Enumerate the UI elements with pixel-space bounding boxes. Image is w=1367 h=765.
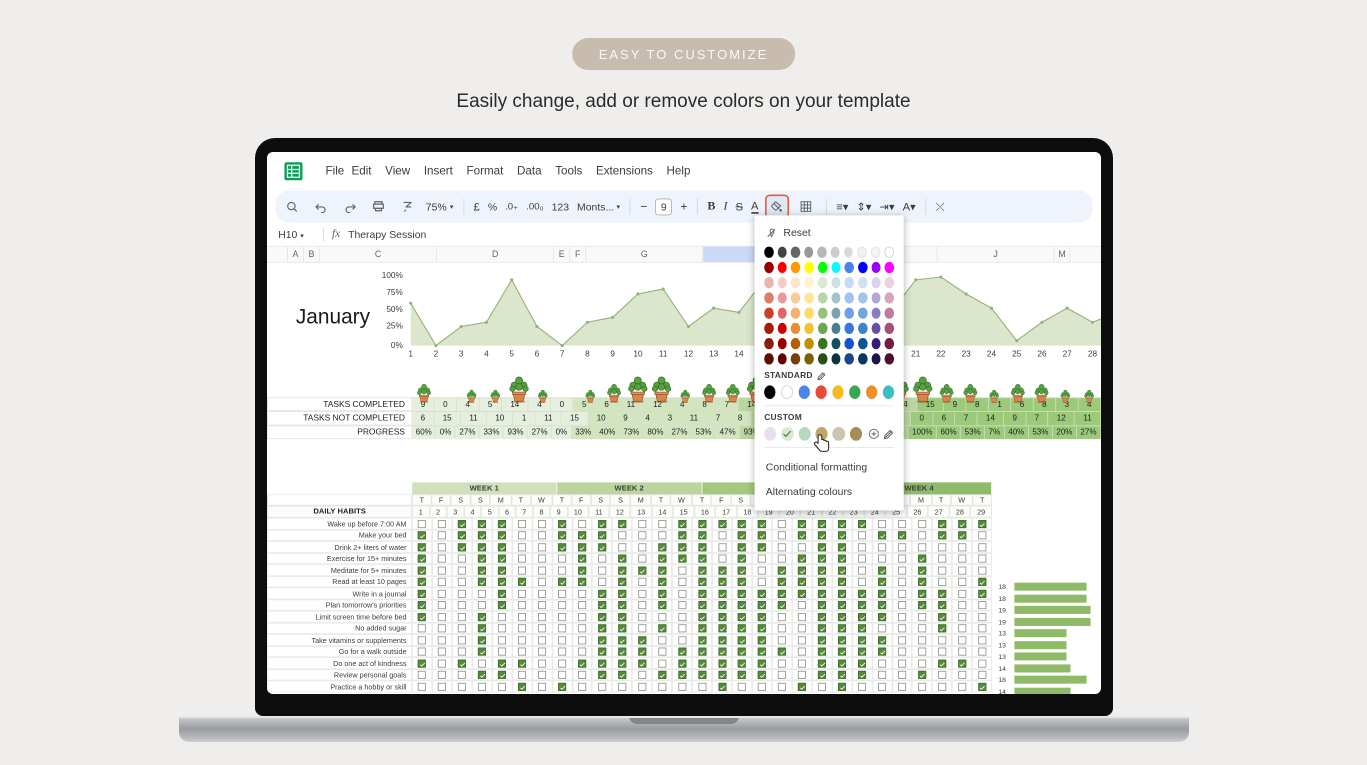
svg-text:0%: 0% <box>390 341 403 350</box>
svg-text:75%: 75% <box>386 288 403 297</box>
svg-text:21: 21 <box>911 350 921 359</box>
svg-text:6: 6 <box>534 350 539 359</box>
svg-text:13: 13 <box>709 350 719 359</box>
svg-text:8: 8 <box>585 350 590 359</box>
svg-text:12: 12 <box>683 350 693 359</box>
svg-text:24: 24 <box>986 350 996 359</box>
svg-text:9: 9 <box>610 350 615 359</box>
svg-text:22: 22 <box>936 350 946 359</box>
svg-text:5: 5 <box>509 350 514 359</box>
svg-text:23: 23 <box>961 350 971 359</box>
svg-text:3: 3 <box>458 350 463 359</box>
svg-text:25%: 25% <box>386 322 403 331</box>
svg-text:14: 14 <box>734 350 744 359</box>
svg-text:26: 26 <box>1037 350 1047 359</box>
svg-text:11: 11 <box>658 350 667 359</box>
svg-text:25: 25 <box>1012 350 1022 359</box>
svg-text:7: 7 <box>559 350 564 359</box>
svg-text:100%: 100% <box>381 271 403 280</box>
svg-text:2: 2 <box>433 350 438 359</box>
svg-text:27: 27 <box>1062 350 1072 359</box>
svg-text:50%: 50% <box>386 305 403 314</box>
svg-text:1: 1 <box>408 350 413 359</box>
svg-text:28: 28 <box>1087 350 1097 359</box>
svg-text:4: 4 <box>484 350 489 359</box>
svg-text:10: 10 <box>633 350 643 359</box>
